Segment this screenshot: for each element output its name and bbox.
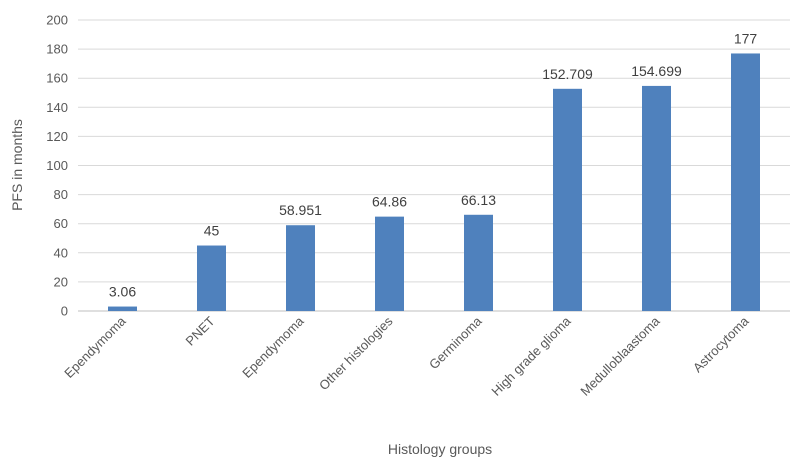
x-tick-label: Ependymoma xyxy=(239,313,307,381)
bar xyxy=(642,85,671,311)
y-tick-label: 0 xyxy=(61,304,68,319)
bar xyxy=(197,245,226,311)
data-label: 45 xyxy=(204,223,220,239)
y-tick-label: 140 xyxy=(46,100,68,115)
data-labels: 3.06 45 58.951 64.86 66.13 152.709 154.699 177 xyxy=(109,30,758,299)
x-tick-label: PNET xyxy=(182,313,217,348)
data-label: 154.699 xyxy=(631,63,682,79)
y-axis-ticks: 0 20 40 60 80 100 120 140 160 180 200 xyxy=(46,13,68,319)
bar xyxy=(286,225,315,311)
data-label: 152.709 xyxy=(542,66,593,82)
x-axis-ticks: Ependymoma PNET Ependymoma Other histologie… xyxy=(61,313,752,399)
bar xyxy=(108,306,137,311)
y-tick-label: 200 xyxy=(46,13,68,28)
y-tick-label: 120 xyxy=(46,129,68,144)
y-tick-label: 80 xyxy=(54,187,68,202)
data-label: 177 xyxy=(734,30,758,46)
data-label: 64.86 xyxy=(372,194,407,210)
data-label: 58.951 xyxy=(279,202,322,218)
x-tick-label: Other histologies xyxy=(316,313,396,393)
y-tick-label: 100 xyxy=(46,158,68,173)
y-tick-label: 180 xyxy=(46,42,68,57)
data-label: 3.06 xyxy=(109,284,136,300)
bar xyxy=(731,53,760,312)
y-tick-label: 60 xyxy=(54,216,68,231)
y-tick-label: 20 xyxy=(54,274,68,289)
bar xyxy=(375,216,404,311)
bars xyxy=(108,53,760,312)
y-axis-title: PFS in months xyxy=(9,119,25,211)
x-tick-label: Germinoma xyxy=(426,313,485,372)
x-tick-label: Astrocytoma xyxy=(690,313,752,375)
bar xyxy=(553,88,582,311)
x-tick-label: Medulloblaastoma xyxy=(577,313,663,399)
x-tick-label: Ependymoma xyxy=(61,313,129,381)
data-label: 66.13 xyxy=(461,192,496,208)
bar xyxy=(464,214,493,311)
y-tick-label: 160 xyxy=(46,71,68,86)
x-tick-label: High grade glioma xyxy=(488,313,574,399)
gridlines xyxy=(78,19,790,312)
y-tick-label: 40 xyxy=(54,245,68,260)
x-axis-title: Histology groups xyxy=(388,441,492,457)
